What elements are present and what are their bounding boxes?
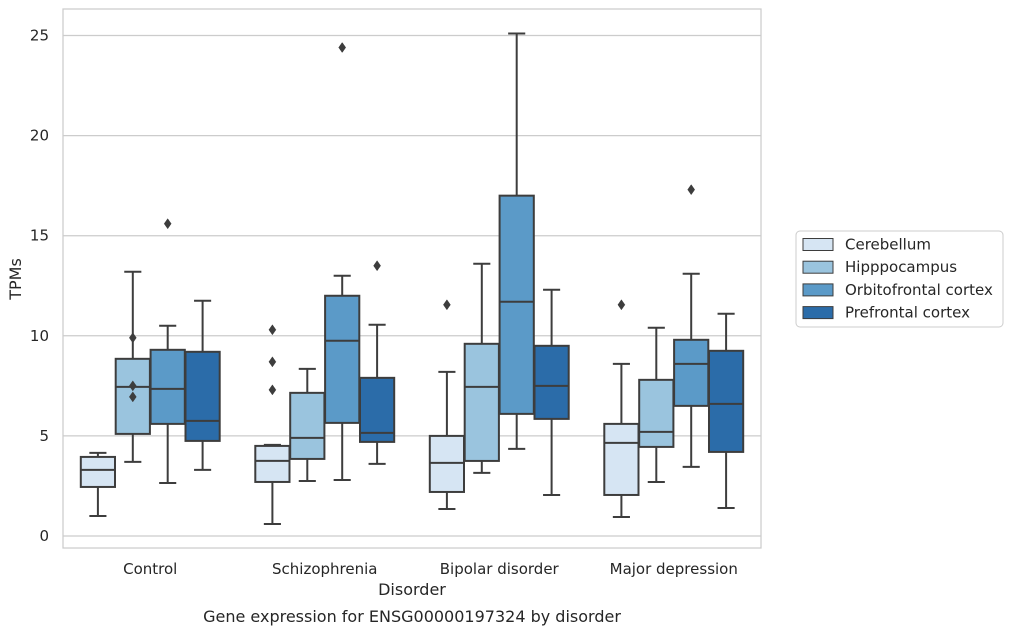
outlier-point bbox=[268, 324, 277, 336]
box-body bbox=[463, 342, 500, 462]
box-orbitofrontal-cortex-2 bbox=[498, 32, 535, 450]
outlier-point bbox=[128, 391, 137, 403]
box-body bbox=[254, 444, 291, 483]
y-axis-label: TPMs bbox=[6, 258, 25, 301]
box-prefrontal-cortex-3 bbox=[707, 312, 745, 509]
y-tick-label: 20 bbox=[30, 127, 49, 145]
x-tick-labels: Control Schizophrenia Bipolar disorder Majo… bbox=[123, 560, 738, 578]
box-hipppocampus-0 bbox=[114, 270, 151, 463]
legend-swatch-prefrontal-cortex bbox=[802, 306, 834, 320]
legend: Cerebellum Hipppocampus Orbitofrontal cort… bbox=[795, 230, 1004, 328]
outlier-point bbox=[163, 218, 172, 230]
box-body bbox=[498, 194, 535, 415]
x-tick-label: Bipolar disorder bbox=[440, 560, 560, 578]
x-tick-label: Schizophrenia bbox=[272, 560, 377, 578]
legend-label: Hipppocampus bbox=[845, 258, 957, 276]
box-body bbox=[707, 349, 745, 453]
legend-swatch-hipppocampus bbox=[802, 260, 834, 274]
box-body bbox=[358, 376, 396, 443]
box-orbitofrontal-cortex-0 bbox=[149, 218, 186, 484]
box-cerebellum-2 bbox=[428, 299, 466, 510]
box-body bbox=[79, 455, 117, 488]
legend-swatch-orbitofrontal-cortex bbox=[802, 283, 834, 297]
legend-label: Orbitofrontal cortex bbox=[845, 281, 993, 299]
box-body bbox=[149, 348, 186, 425]
x-tick-label: Control bbox=[123, 560, 177, 578]
legend-frame bbox=[795, 230, 1004, 328]
outlier-point bbox=[617, 299, 626, 311]
box-orbitofrontal-cortex-3 bbox=[673, 184, 710, 468]
chart-caption: Gene expression for ENSG00000197324 by d… bbox=[203, 607, 621, 626]
x-tick-label: Major depression bbox=[610, 560, 738, 578]
box-cerebellum-3 bbox=[603, 299, 640, 518]
box-hipppocampus-1 bbox=[289, 367, 326, 482]
boxes bbox=[79, 32, 745, 525]
box-orbitofrontal-cortex-1 bbox=[324, 42, 361, 481]
box-cerebellum-1 bbox=[254, 324, 291, 525]
gridlines bbox=[63, 34, 761, 537]
y-tick-label: 25 bbox=[30, 27, 49, 45]
outlier-point bbox=[443, 299, 451, 311]
outlier-point bbox=[338, 42, 347, 53]
outlier-point bbox=[128, 332, 137, 344]
y-tick-label: 0 bbox=[39, 527, 49, 545]
y-tick-label: 10 bbox=[30, 327, 49, 345]
box-prefrontal-cortex-1 bbox=[358, 260, 396, 465]
outlier-point bbox=[128, 380, 137, 392]
box-prefrontal-cortex-2 bbox=[533, 288, 570, 496]
box-body bbox=[673, 338, 710, 407]
outlier-point bbox=[373, 260, 381, 272]
box-body bbox=[428, 434, 466, 493]
box-body bbox=[289, 391, 326, 460]
legend-label: Cerebellum bbox=[845, 236, 931, 254]
plot-frame bbox=[62, 8, 762, 549]
outlier-point bbox=[268, 384, 277, 396]
y-tick-label: 15 bbox=[30, 227, 49, 245]
outlier-point bbox=[268, 356, 277, 368]
box-body bbox=[533, 344, 570, 420]
y-tick-label: 5 bbox=[39, 427, 49, 445]
box-body bbox=[603, 422, 640, 496]
legend-swatch-cerebellum bbox=[802, 238, 834, 251]
box-hipppocampus-3 bbox=[638, 326, 675, 483]
box-prefrontal-cortex-0 bbox=[184, 299, 221, 471]
legend-label: Prefrontal cortex bbox=[845, 304, 970, 322]
x-axis-label: Disorder bbox=[378, 580, 446, 599]
box-cerebellum-0 bbox=[79, 451, 117, 517]
y-tick-labels: 0 5 10 15 20 25 bbox=[30, 27, 49, 546]
box-body bbox=[324, 294, 361, 424]
box-body bbox=[638, 378, 675, 448]
box-hipppocampus-2 bbox=[463, 262, 500, 474]
outlier-point bbox=[687, 184, 696, 196]
box-body bbox=[184, 350, 221, 442]
